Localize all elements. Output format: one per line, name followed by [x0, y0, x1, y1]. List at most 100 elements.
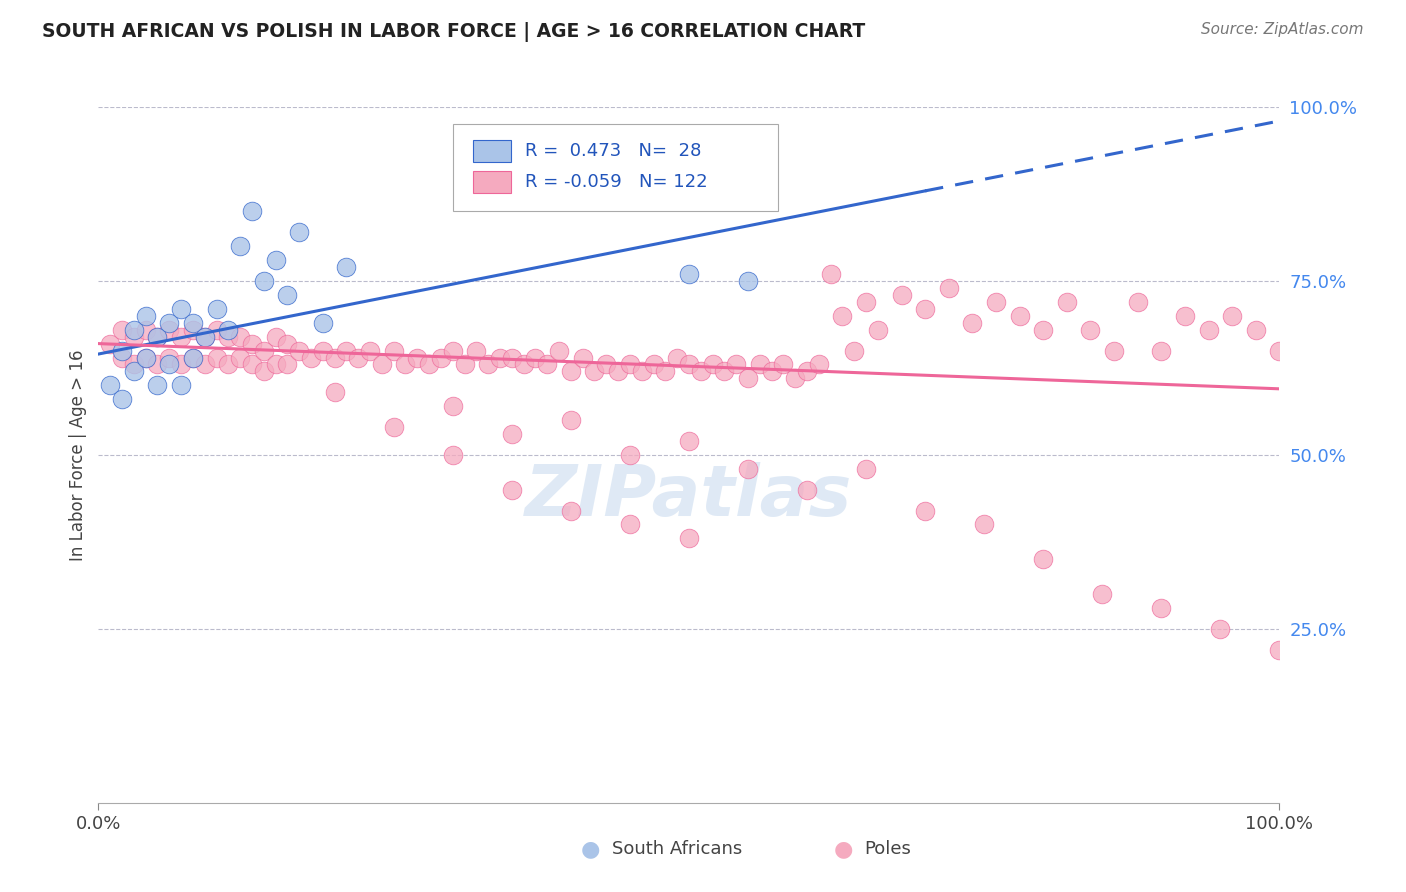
Point — [678, 267, 700, 281]
Bar — [472, 171, 510, 194]
Text: ZIPatlas: ZIPatlas — [526, 462, 852, 531]
Point — [217, 323, 239, 337]
Point — [1126, 294, 1149, 309]
Point — [335, 343, 357, 358]
Point — [807, 358, 830, 372]
Point — [689, 364, 711, 378]
Point — [1150, 343, 1173, 358]
Point — [737, 274, 759, 288]
Point — [678, 434, 700, 448]
Point — [146, 329, 169, 343]
Point — [465, 343, 488, 358]
Point — [359, 343, 381, 358]
Point — [560, 503, 582, 517]
Point — [240, 358, 263, 372]
Point — [607, 364, 630, 378]
Point — [796, 364, 818, 378]
Point — [489, 351, 512, 365]
Point — [205, 323, 228, 337]
Point — [253, 364, 276, 378]
Point — [1056, 294, 1078, 309]
Point — [240, 336, 263, 351]
Point — [501, 427, 523, 442]
Point — [441, 448, 464, 462]
Point — [347, 351, 370, 365]
Point — [643, 358, 665, 372]
Point — [748, 358, 770, 372]
Point — [157, 316, 180, 330]
Point — [205, 351, 228, 365]
Point — [418, 358, 440, 372]
Point — [253, 274, 276, 288]
Point — [170, 329, 193, 343]
Point — [737, 371, 759, 385]
Point — [772, 358, 794, 372]
Point — [1080, 323, 1102, 337]
Point — [135, 351, 157, 365]
Point — [229, 351, 252, 365]
Point — [595, 358, 617, 372]
Point — [205, 301, 228, 316]
Point — [1244, 323, 1267, 337]
Point — [181, 351, 204, 365]
Text: South Africans: South Africans — [612, 840, 742, 858]
Point — [524, 351, 547, 365]
Point — [194, 329, 217, 343]
FancyBboxPatch shape — [453, 124, 778, 211]
Point — [855, 294, 877, 309]
Point — [217, 358, 239, 372]
Point — [1268, 343, 1291, 358]
Point — [371, 358, 394, 372]
Point — [98, 378, 121, 392]
Point — [288, 343, 311, 358]
Point — [844, 343, 866, 358]
Point — [654, 364, 676, 378]
Point — [1174, 309, 1197, 323]
Point — [229, 239, 252, 253]
Point — [501, 483, 523, 497]
Point — [276, 358, 298, 372]
Point — [157, 351, 180, 365]
Point — [264, 358, 287, 372]
Point — [264, 253, 287, 268]
Point — [1150, 601, 1173, 615]
Point — [276, 336, 298, 351]
Text: R = -0.059   N= 122: R = -0.059 N= 122 — [524, 173, 707, 191]
Point — [111, 351, 134, 365]
Point — [678, 532, 700, 546]
Point — [146, 378, 169, 392]
Point — [181, 316, 204, 330]
Point — [312, 316, 335, 330]
Point — [157, 358, 180, 372]
Point — [170, 301, 193, 316]
Point — [737, 462, 759, 476]
Point — [122, 358, 145, 372]
Point — [512, 358, 534, 372]
Point — [170, 378, 193, 392]
Text: SOUTH AFRICAN VS POLISH IN LABOR FORCE | AGE > 16 CORRELATION CHART: SOUTH AFRICAN VS POLISH IN LABOR FORCE |… — [42, 22, 866, 42]
Point — [1209, 622, 1232, 636]
Point — [1008, 309, 1031, 323]
Point — [323, 385, 346, 400]
Point — [1032, 552, 1054, 566]
Point — [890, 288, 912, 302]
Point — [194, 329, 217, 343]
Point — [548, 343, 571, 358]
Point — [962, 316, 984, 330]
Point — [264, 329, 287, 343]
Point — [536, 358, 558, 372]
Point — [288, 225, 311, 239]
Point — [157, 323, 180, 337]
Point — [855, 462, 877, 476]
Point — [453, 358, 475, 372]
Text: Source: ZipAtlas.com: Source: ZipAtlas.com — [1201, 22, 1364, 37]
Point — [181, 323, 204, 337]
Point — [146, 329, 169, 343]
Point — [702, 358, 724, 372]
Point — [984, 294, 1007, 309]
Point — [619, 517, 641, 532]
Point — [560, 364, 582, 378]
Point — [441, 399, 464, 413]
Text: Poles: Poles — [865, 840, 911, 858]
Point — [1102, 343, 1125, 358]
